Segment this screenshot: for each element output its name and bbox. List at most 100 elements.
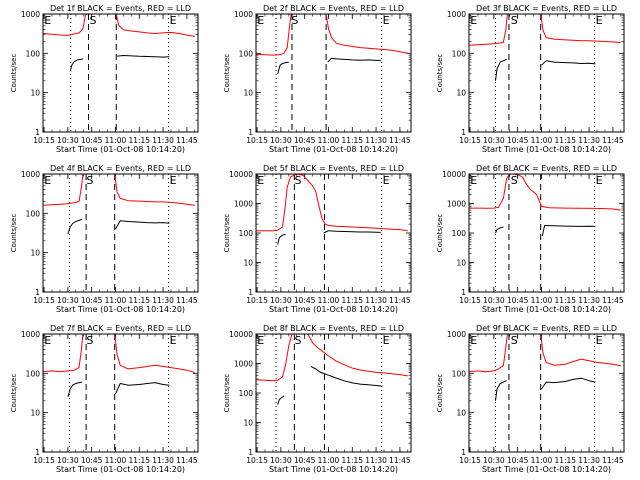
annotation-e: E [470,334,477,347]
annotation-e: E [257,174,264,187]
plot-area [469,334,621,452]
x-tick-label: 10:15 [246,136,268,145]
y-tick-label: 100 [452,369,467,378]
panel-det-4: Det 4f BLACK = Events, RED = LLD 1 10 100 10… [10,164,199,314]
x-tick-label: 11:45 [602,136,624,145]
x-tick-label: 10:30 [270,136,292,145]
panel-det-5: Det 5f BLACK = Events, RED = LLD 1 10 100 10… [223,164,412,314]
plot-area [256,334,408,452]
x-tick-label: 10:15 [33,136,55,145]
y-tick-label: 100 [239,229,254,238]
x-tick-label: 11:30 [578,296,600,305]
annotation-s: S [511,174,518,187]
y-axis-label: Counts/sec [223,214,231,253]
x-tick-label: 10:45 [294,296,316,305]
y-tick-label: 10 [243,419,253,428]
x-tick-label: 11:30 [152,456,174,465]
y-tick-label: 10000 [229,330,253,339]
annotation-e: E [44,14,51,27]
plot-frame [255,333,412,453]
events-series-line [115,220,170,230]
events-series-line [277,61,289,75]
y-axis-label: Counts/sec [436,214,444,253]
panel-det-9: Det 9f BLACK = Events, RED = LLD 1 10 100 10… [436,324,625,474]
y-tick-label: 1 [461,128,466,137]
events-series-line [117,55,170,58]
panel-title: Det 1f BLACK = Events, RED = LLD [50,4,191,13]
annotation-e: E [44,334,51,347]
x-tick-label: 11:45 [602,296,624,305]
events-series-line [69,58,84,72]
plot-area [43,334,195,452]
x-tick-label: 11:15 [341,136,363,145]
x-tick-label: 10:30 [483,296,505,305]
x-tick-label: 11:45 [602,456,624,465]
x-axis-label: Start Time (01-Oct-08 10:14:20) [56,305,185,314]
y-tick-label: 1 [461,288,466,297]
x-tick-label: 11:15 [554,136,576,145]
plot-area [469,174,621,292]
plot-area [43,174,195,292]
x-tick-label: 11:15 [554,456,576,465]
y-tick-label: 100 [26,49,41,58]
lld-series-line [256,334,293,382]
plot-area [256,174,408,292]
x-tick-label: 11:00 [531,296,553,305]
y-tick-label: 10000 [229,170,253,179]
y-tick-label: 10 [30,249,40,258]
x-axis-label: Start Time (01-Oct-08 10:14:20) [482,305,611,314]
x-axis-label: Start Time (01-Oct-08 10:14:20) [269,465,398,474]
annotation-e: E [170,14,177,27]
y-tick-label: 1 [461,448,466,457]
x-tick-label: 11:30 [365,456,387,465]
y-tick-label: 10 [456,259,466,268]
annotation-e: E [257,14,264,27]
plot-frame [468,333,625,453]
x-tick-label: 10:30 [57,296,79,305]
y-tick-label: 1000 [447,200,466,209]
panel-title: Det 7f BLACK = Events, RED = LLD [50,324,191,333]
y-axis-label: Counts/sec [10,374,18,413]
x-tick-label: 11:00 [318,296,340,305]
y-tick-label: 1 [248,288,253,297]
panel-title: Det 4f BLACK = Events, RED = LLD [50,164,191,173]
x-tick-label: 10:15 [459,456,481,465]
y-tick-label: 10 [243,89,253,98]
lld-series-line [114,334,195,373]
plot-area [256,14,408,132]
plot-frame [42,173,199,293]
x-tick-label: 11:45 [176,296,198,305]
x-tick-label: 10:30 [57,456,79,465]
x-tick-label: 11:15 [554,296,576,305]
y-tick-label: 10 [30,409,40,418]
y-tick-label: 1 [35,128,40,137]
panel-det-1: Det 1f BLACK = Events, RED = LLD 1 10 100 10… [10,4,199,154]
panel-det-7: Det 7f BLACK = Events, RED = LLD 1 10 100 10… [10,324,199,474]
panel-det-2: Det 2f BLACK = Events, RED = LLD 1 10 100 10… [223,4,412,154]
annotation-s: S [295,334,302,347]
y-tick-label: 100 [239,49,254,58]
events-series-line [541,225,596,237]
events-series-line [495,380,507,401]
y-axis-label: Counts/sec [10,54,18,93]
panel-det-8: Det 8f BLACK = Events, RED = LLD 1 10 100 10… [223,324,412,474]
x-tick-label: 10:15 [246,456,268,465]
annotation-e: E [470,174,477,187]
x-tick-label: 11:00 [105,296,127,305]
events-series-line [67,381,83,398]
x-tick-label: 11:45 [389,456,411,465]
y-tick-label: 1000 [447,10,466,19]
annotation-e: E [383,174,390,187]
events-series-line [495,226,504,234]
annotation-e: E [470,14,477,27]
lld-series-line [115,14,195,37]
plot-frame [42,13,199,133]
annotation-s: S [89,14,96,27]
y-axis-label: Counts/sec [436,54,444,93]
x-tick-label: 10:30 [57,136,79,145]
x-tick-label: 11:00 [531,456,553,465]
x-tick-label: 11:15 [341,296,363,305]
events-series-line [310,365,383,387]
x-tick-label: 10:30 [483,456,505,465]
